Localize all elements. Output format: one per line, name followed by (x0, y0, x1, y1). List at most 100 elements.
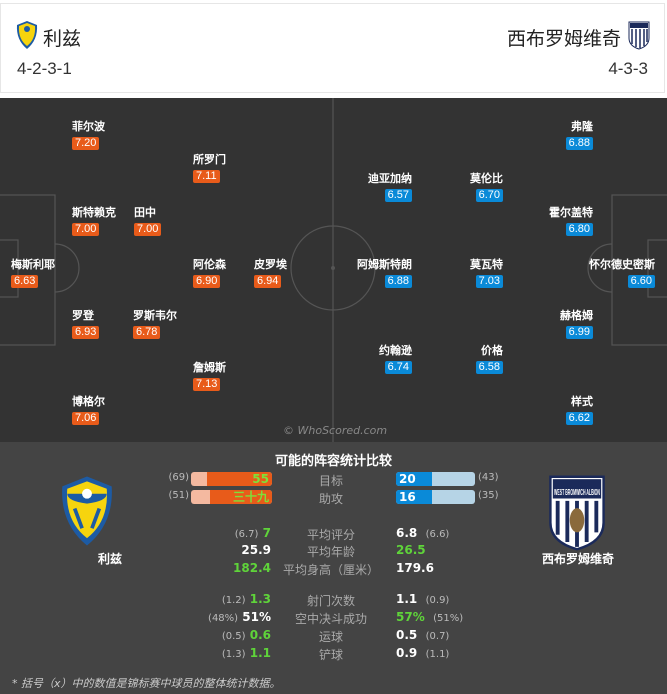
away-stat-value: 6.8 (6.6) (396, 526, 449, 540)
stat-label: 目标 (318, 474, 343, 488)
player-name: 罗斯韦尔 (133, 309, 177, 322)
player-name: 田中 (134, 206, 156, 219)
home-player[interactable]: 所罗门 7.11 (193, 151, 226, 183)
player-name: 博格尔 (72, 395, 105, 408)
stat-label: 铲球 (318, 648, 343, 662)
away-player[interactable]: 阿姆斯特朗 6.88 (357, 256, 412, 288)
player-name: 莫瓦特 (470, 258, 503, 271)
player-rating: 7.20 (72, 137, 100, 150)
home-value: 51% (242, 610, 271, 624)
player-name: 弗隆 (571, 120, 593, 133)
wba-crest-text: WEST BROMWICH ALBION (554, 487, 600, 497)
home-player[interactable]: 罗登 6.93 (72, 307, 100, 339)
away-prev-value: (51%) (433, 613, 464, 624)
pitch: 菲尔波 7.20 所罗门 7.11 斯特赖克 7.00 田中 7.00 梅斯利耶 6.63 阿伦森 6… (0, 98, 667, 442)
footnote: * 括号（x）中的数值是锦标赛中球员的整体统计数据。 (12, 677, 281, 690)
home-value: 0.6 (249, 628, 271, 642)
home-stat-value: (6.7) 7 (235, 526, 271, 540)
player-rating: 6.78 (133, 326, 161, 339)
home-bar-value: 三十九 (210, 490, 272, 504)
player-rating: 6.99 (565, 326, 593, 339)
home-player[interactable]: 詹姆斯 7.13 (193, 359, 226, 391)
player-name: 斯特赖克 (72, 206, 116, 219)
player-name: 阿姆斯特朗 (357, 258, 412, 271)
player-rating: 6.94 (254, 275, 282, 288)
away-player[interactable]: 莫瓦特 7.03 (470, 256, 503, 288)
away-stat-value: 0.5 (0.7) (396, 628, 449, 642)
lineup-stats-comparison: 可能的阵容统计比较 利兹 WEST BROMWICH ALBION 西布罗姆维奇… (0, 442, 667, 694)
player-rating: 6.88 (384, 275, 412, 288)
away-player[interactable]: 弗隆 6.88 (565, 118, 593, 150)
away-player[interactable]: 莫伦比 6.70 (470, 170, 503, 202)
home-player[interactable]: 博格尔 7.06 (72, 393, 105, 425)
away-team-label: 西布罗姆维奇 (541, 552, 614, 566)
away-player[interactable]: 霍尔盖特 6.80 (549, 204, 593, 236)
player-name: 价格 (481, 344, 503, 357)
player-rating: 6.57 (384, 189, 412, 202)
player-name: 罗登 (72, 309, 94, 322)
away-player[interactable]: 赫格姆 6.99 (560, 307, 593, 339)
away-value: 0.9 (396, 646, 418, 660)
away-value: 0.5 (396, 628, 418, 642)
player-rating: 6.60 (627, 275, 655, 288)
home-player[interactable]: 斯特赖克 7.00 (72, 204, 116, 236)
stat-label: 平均身高（厘米） (282, 563, 379, 577)
home-player[interactable]: 菲尔波 7.20 (72, 118, 105, 150)
player-name: 约翰逊 (379, 344, 412, 357)
away-value: 6.8 (396, 526, 418, 540)
player-rating: 6.80 (565, 223, 593, 236)
home-tournament-total: (69) (168, 472, 189, 483)
home-tournament-total: (51) (168, 490, 189, 501)
home-value: 182.4 (233, 561, 271, 575)
away-team-name[interactable]: 西布罗姆维奇 (506, 28, 621, 50)
player-rating: 6.58 (475, 361, 503, 374)
away-player[interactable]: 约翰逊 6.74 (379, 342, 412, 374)
away-player[interactable]: 迪亚加纳 6.57 (368, 170, 412, 202)
player-name: 阿伦森 (193, 258, 226, 271)
away-tournament-total: (43) (478, 472, 499, 483)
home-stat-bar: 55 (191, 472, 272, 486)
home-player[interactable]: 梅斯利耶 6.63 (11, 256, 55, 288)
stat-label: 射门次数 (306, 594, 355, 608)
away-stat-value: 0.9 (1.1) (396, 646, 449, 660)
home-stat-value: (48%) 51% (208, 610, 271, 624)
match-header: 利兹 4-2-3-1 西布罗姆维奇 4-3-3 (0, 3, 665, 93)
home-player[interactable]: 罗斯韦尔 6.78 (133, 307, 177, 339)
player-rating: 6.70 (475, 189, 503, 202)
away-stat-value: 179.6 (396, 561, 442, 575)
stats-title: 可能的阵容统计比较 (274, 454, 392, 469)
player-name: 迪亚加纳 (368, 172, 412, 185)
home-stat-value: (1.3) 1.1 (222, 646, 271, 660)
away-bar-value: 20 (396, 472, 433, 486)
whoscored-watermark: © WhoScored.com (283, 424, 388, 437)
away-player[interactable]: 样式 6.62 (565, 393, 593, 425)
leeds-large-crest-icon (62, 476, 112, 546)
player-name: 菲尔波 (72, 120, 105, 133)
home-player[interactable]: 皮罗埃 6.94 (254, 256, 287, 288)
away-player[interactable]: 价格 6.58 (475, 342, 503, 374)
home-prev-value: (1.3) (221, 649, 246, 660)
player-name: 皮罗埃 (254, 258, 287, 271)
home-value: 25.9 (241, 543, 271, 557)
player-name: 霍尔盖特 (549, 206, 593, 219)
player-rating: 7.11 (193, 170, 220, 183)
player-rating: 7.13 (193, 378, 221, 391)
home-team-name[interactable]: 利兹 (43, 28, 82, 50)
player-name: 所罗门 (193, 153, 226, 166)
wba-crest-icon (628, 21, 650, 50)
home-stat-value: (1.2) 1.3 (222, 592, 271, 606)
home-stat-value: 182.4 (233, 561, 271, 575)
stat-label: 平均年龄 (306, 545, 355, 559)
player-rating: 6.93 (72, 326, 100, 339)
away-prev-value: (6.6) (425, 529, 450, 540)
home-stat-value: (0.5) 0.6 (222, 628, 271, 642)
home-team-label: 利兹 (97, 552, 122, 566)
player-rating: 6.62 (565, 412, 593, 425)
home-player[interactable]: 田中 7.00 (134, 204, 162, 236)
wba-large-crest-icon: WEST BROMWICH ALBION (549, 475, 605, 551)
away-stat-value: 1.1 (0.9) (396, 592, 449, 606)
away-player[interactable]: 怀尔德史密斯 6.60 (589, 256, 655, 288)
player-rating: 7.00 (72, 223, 100, 236)
player-name: 怀尔德史密斯 (589, 258, 655, 271)
home-player[interactable]: 阿伦森 6.90 (193, 256, 226, 288)
